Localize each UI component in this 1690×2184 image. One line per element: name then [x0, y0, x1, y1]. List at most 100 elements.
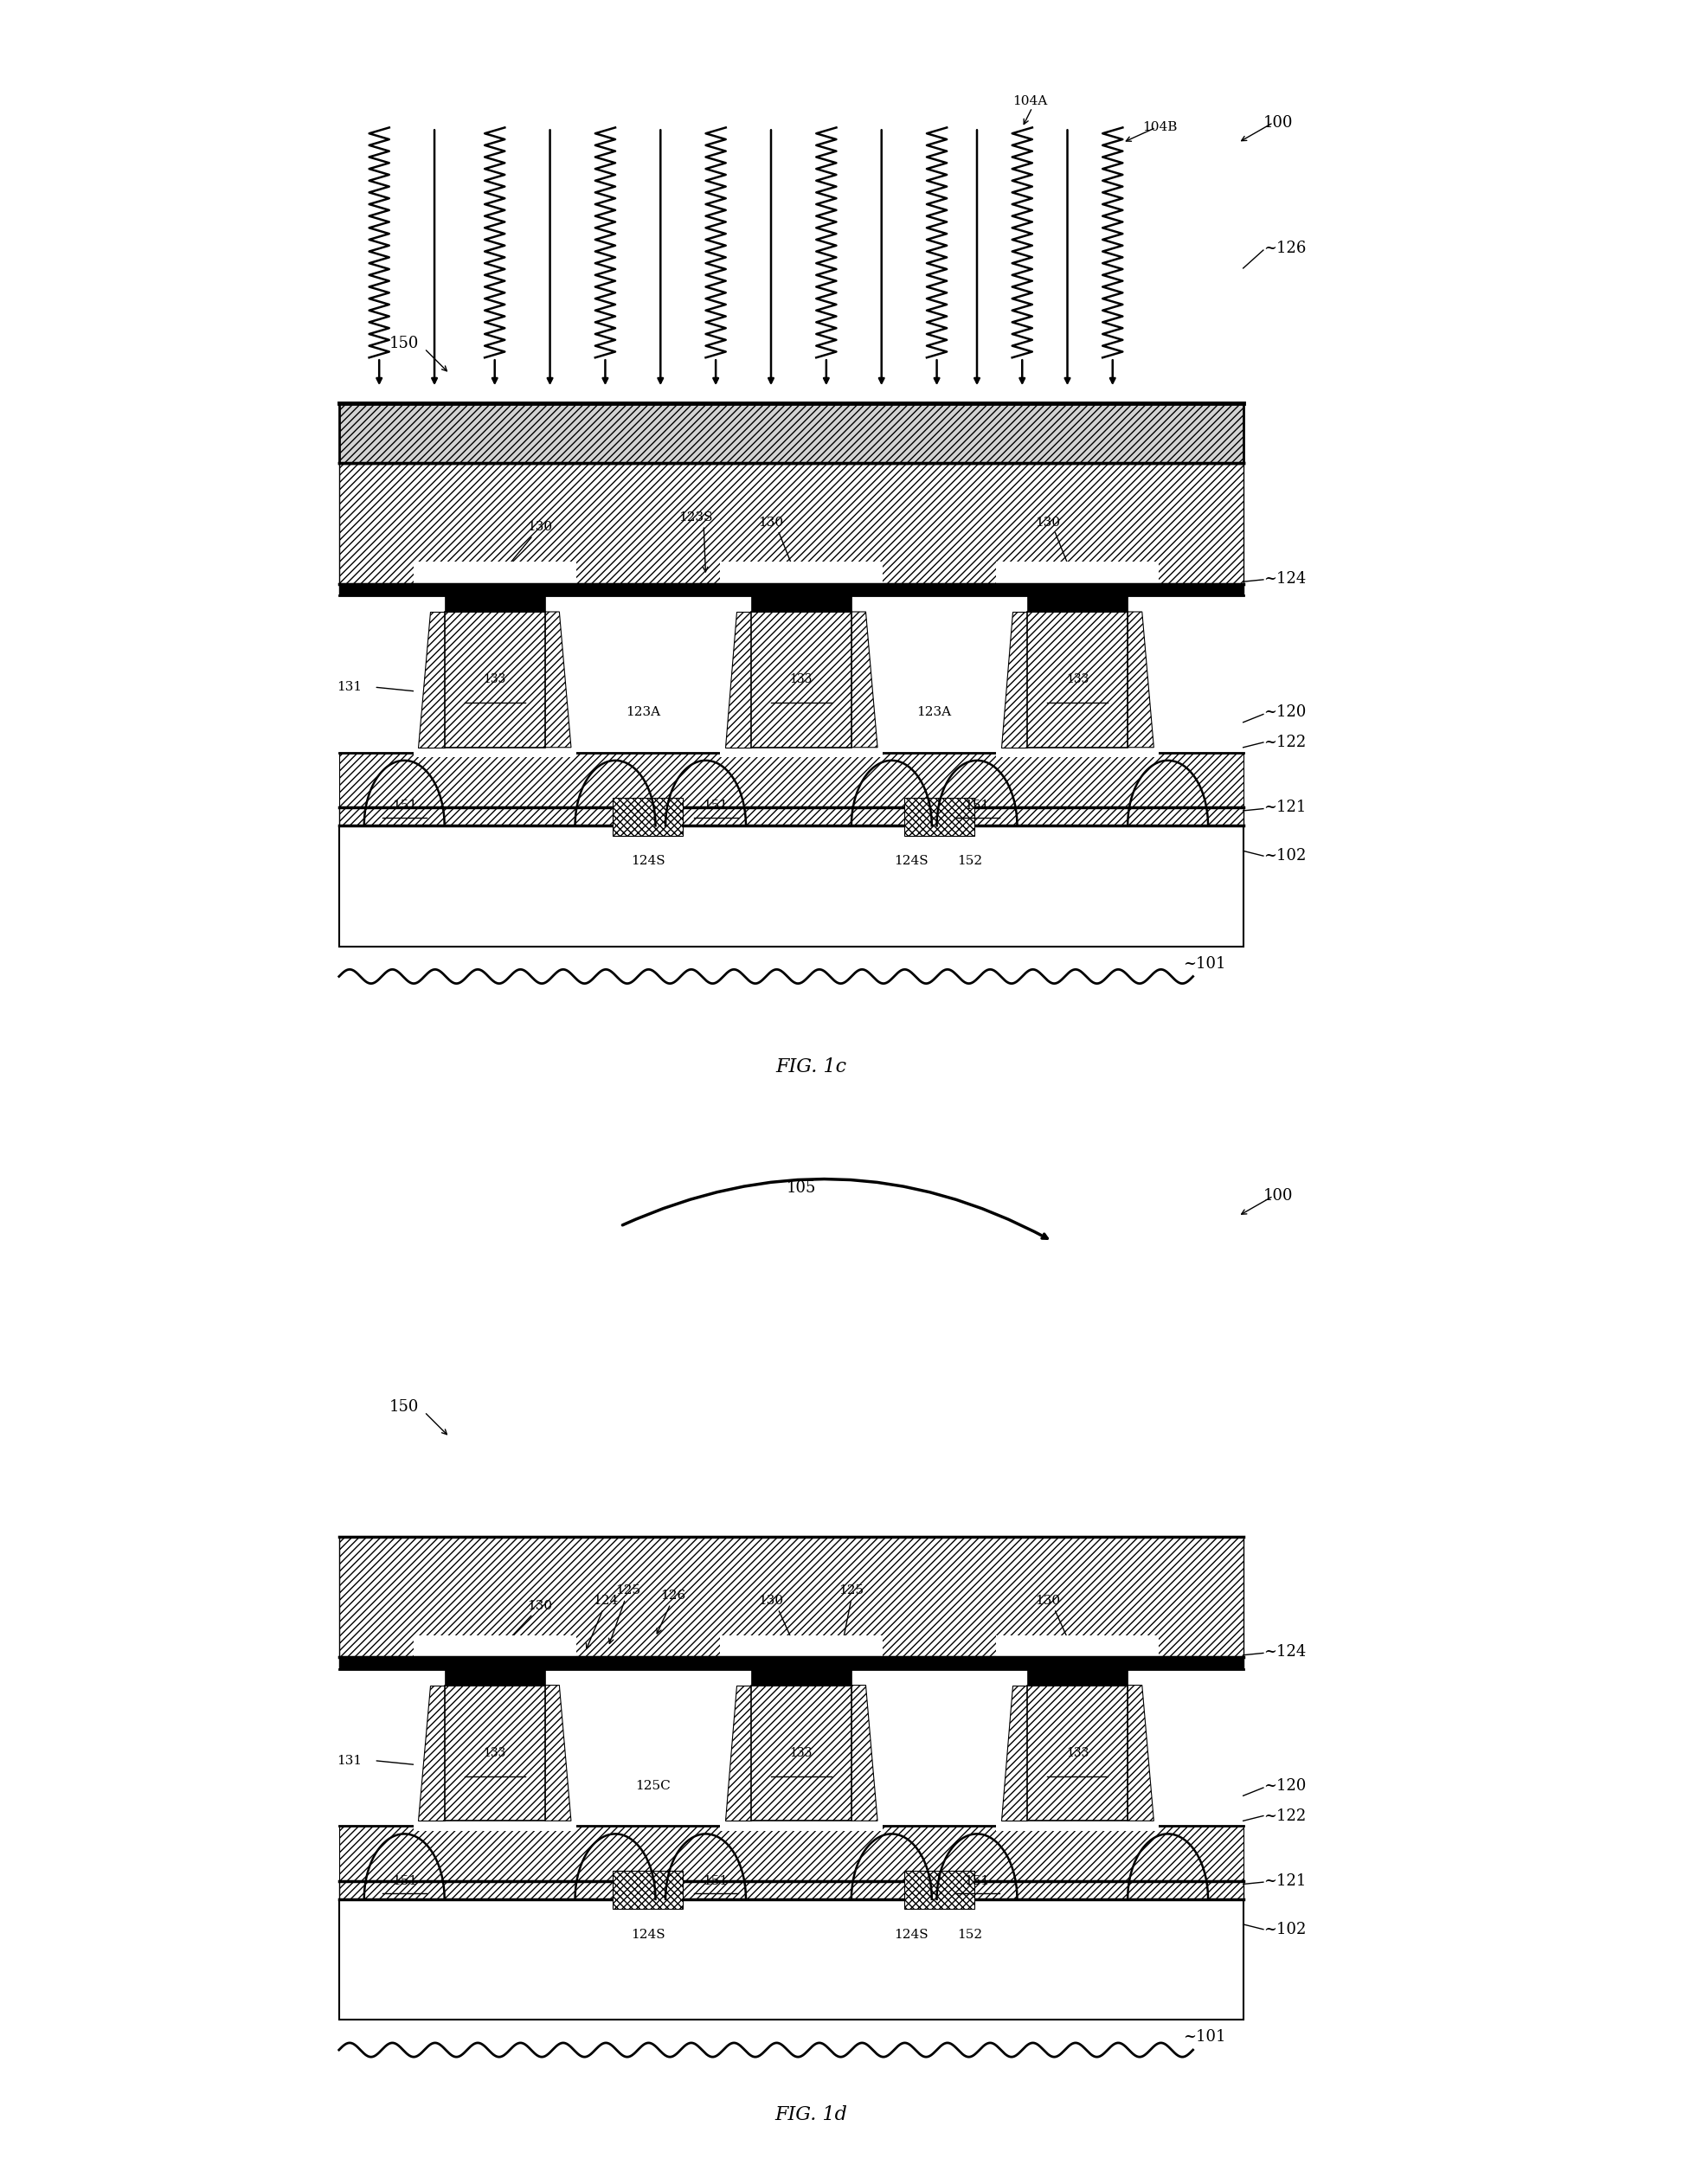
Text: 133: 133: [789, 1747, 813, 1758]
Text: 100: 100: [1264, 1188, 1293, 1203]
Bar: [904, 1872, 975, 1909]
Text: ~122: ~122: [1264, 734, 1306, 749]
Text: 130: 130: [759, 515, 784, 529]
Text: 104A: 104A: [1012, 96, 1048, 107]
Text: 126: 126: [661, 1590, 686, 1601]
Bar: [720, 561, 882, 758]
Polygon shape: [725, 1686, 750, 1821]
Text: ~124: ~124: [1264, 570, 1306, 587]
Bar: [340, 826, 1244, 946]
Text: 150: 150: [389, 1400, 419, 1415]
Polygon shape: [1127, 1686, 1154, 1821]
Bar: [995, 561, 1159, 758]
Text: 123S: 123S: [679, 511, 713, 524]
Bar: [438, 1660, 553, 1669]
Text: ~102: ~102: [1264, 847, 1306, 863]
Text: 131: 131: [336, 1754, 362, 1767]
Text: 151: 151: [703, 1876, 728, 1887]
Text: ~101: ~101: [1183, 2029, 1225, 2044]
Bar: [340, 1900, 1244, 2020]
Text: 123A: 123A: [918, 705, 951, 719]
Text: ~121: ~121: [1264, 1874, 1306, 1889]
Text: 124S: 124S: [630, 1928, 666, 1939]
Text: FIG. 1d: FIG. 1d: [776, 2105, 847, 2125]
Bar: [340, 1538, 1244, 1658]
Polygon shape: [1000, 612, 1028, 747]
Text: 130: 130: [759, 1594, 784, 1607]
Bar: [904, 797, 975, 836]
Bar: [1028, 1669, 1127, 1686]
Bar: [750, 1686, 852, 1821]
Bar: [720, 1636, 882, 1830]
Text: ~101: ~101: [1183, 957, 1225, 972]
Text: 124S: 124S: [630, 854, 666, 867]
Text: 130: 130: [1034, 1594, 1060, 1607]
Bar: [1028, 612, 1127, 747]
Text: 133: 133: [1066, 1747, 1088, 1758]
Bar: [750, 596, 852, 612]
Text: 151: 151: [392, 799, 417, 812]
Bar: [1028, 596, 1127, 612]
Bar: [750, 1669, 852, 1686]
Text: ~122: ~122: [1264, 1808, 1306, 1824]
Bar: [1021, 585, 1134, 596]
Polygon shape: [1127, 612, 1154, 747]
Text: 130: 130: [527, 1599, 553, 1612]
Text: ~120: ~120: [1264, 705, 1306, 721]
Text: 124S: 124S: [894, 1928, 928, 1939]
Bar: [750, 612, 852, 747]
Text: 125: 125: [615, 1586, 641, 1597]
Polygon shape: [852, 612, 877, 747]
Text: 151: 151: [965, 799, 990, 812]
Text: ~126: ~126: [1264, 240, 1306, 256]
Bar: [444, 596, 544, 612]
Text: 151: 151: [965, 1876, 990, 1887]
Bar: [340, 402, 1244, 463]
Text: 133: 133: [789, 673, 813, 686]
Polygon shape: [544, 612, 571, 747]
Bar: [444, 612, 544, 747]
Text: ~121: ~121: [1264, 799, 1306, 815]
Bar: [1021, 1660, 1134, 1669]
Bar: [444, 1686, 544, 1821]
Text: 151: 151: [392, 1876, 417, 1887]
Text: 150: 150: [389, 336, 419, 352]
Bar: [340, 808, 1244, 826]
Text: 151: 151: [703, 799, 728, 812]
Bar: [995, 1636, 1159, 1830]
Text: 133: 133: [483, 1747, 505, 1758]
Text: 152: 152: [957, 1928, 982, 1939]
Bar: [1028, 1686, 1127, 1821]
Bar: [444, 1669, 544, 1686]
Bar: [744, 585, 859, 596]
Text: 125C: 125C: [635, 1780, 671, 1791]
Bar: [340, 1880, 1244, 1900]
Bar: [744, 1660, 859, 1669]
Bar: [414, 561, 576, 758]
Polygon shape: [725, 612, 750, 747]
Polygon shape: [1000, 1686, 1028, 1821]
Bar: [340, 1658, 1244, 1669]
Polygon shape: [419, 612, 444, 747]
Bar: [613, 797, 683, 836]
Text: 125: 125: [838, 1586, 864, 1597]
Bar: [340, 1826, 1244, 1880]
Text: 104B: 104B: [1142, 122, 1178, 133]
Bar: [340, 753, 1244, 808]
Text: ~120: ~120: [1264, 1778, 1306, 1793]
Text: 130: 130: [1034, 515, 1060, 529]
Text: 130: 130: [527, 522, 553, 533]
Text: 100: 100: [1264, 116, 1293, 131]
Text: 152: 152: [957, 854, 982, 867]
Text: 105: 105: [786, 1179, 816, 1197]
Polygon shape: [852, 1686, 877, 1821]
Bar: [340, 583, 1244, 596]
Bar: [414, 1636, 576, 1830]
Text: ~102: ~102: [1264, 1922, 1306, 1937]
Text: ~124: ~124: [1264, 1645, 1306, 1660]
Polygon shape: [544, 1686, 571, 1821]
Bar: [613, 1872, 683, 1909]
Text: 131: 131: [336, 681, 362, 692]
Bar: [438, 585, 553, 596]
Text: 133: 133: [483, 673, 505, 686]
